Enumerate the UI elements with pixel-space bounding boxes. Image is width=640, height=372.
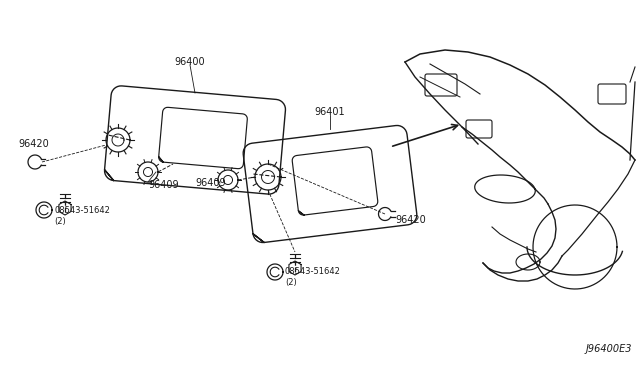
Text: 96401: 96401 bbox=[315, 107, 346, 117]
Text: 96420: 96420 bbox=[18, 139, 49, 149]
Text: 08543-51642: 08543-51642 bbox=[54, 205, 110, 215]
Text: J96400E3: J96400E3 bbox=[586, 344, 632, 354]
Text: (2): (2) bbox=[285, 279, 297, 288]
Text: (2): (2) bbox=[54, 217, 66, 225]
Text: 96420: 96420 bbox=[395, 215, 426, 225]
Text: 08543-51642: 08543-51642 bbox=[285, 267, 341, 276]
Text: 96409: 96409 bbox=[148, 180, 179, 190]
Text: 96400: 96400 bbox=[175, 57, 205, 67]
Text: 96409: 96409 bbox=[195, 178, 226, 188]
